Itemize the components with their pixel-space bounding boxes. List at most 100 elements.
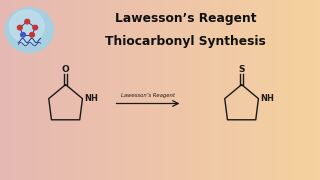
Bar bbox=[264, 0, 267, 180]
Bar bbox=[43, 0, 45, 180]
Bar bbox=[147, 0, 149, 180]
Bar bbox=[299, 0, 301, 180]
Bar bbox=[59, 0, 61, 180]
Bar bbox=[115, 0, 117, 180]
Bar bbox=[107, 0, 109, 180]
Bar bbox=[75, 0, 77, 180]
Bar bbox=[197, 0, 200, 180]
Bar bbox=[101, 0, 104, 180]
Bar bbox=[275, 0, 277, 180]
Bar bbox=[293, 0, 296, 180]
Bar bbox=[227, 0, 229, 180]
Text: S: S bbox=[238, 66, 245, 75]
Bar bbox=[179, 0, 181, 180]
Bar bbox=[256, 0, 259, 180]
Circle shape bbox=[5, 8, 53, 53]
Bar bbox=[32, 0, 35, 180]
Bar bbox=[88, 0, 91, 180]
Bar bbox=[165, 0, 168, 180]
Bar bbox=[104, 0, 107, 180]
Bar bbox=[112, 0, 115, 180]
Bar bbox=[19, 0, 21, 180]
Circle shape bbox=[18, 25, 22, 30]
Bar bbox=[64, 0, 67, 180]
Bar bbox=[45, 0, 48, 180]
Bar bbox=[200, 0, 203, 180]
Bar bbox=[77, 0, 80, 180]
Bar bbox=[40, 0, 43, 180]
Circle shape bbox=[10, 10, 44, 43]
Bar bbox=[83, 0, 85, 180]
Bar bbox=[56, 0, 59, 180]
Bar bbox=[229, 0, 232, 180]
Text: Thiocarbonyl Synthesis: Thiocarbonyl Synthesis bbox=[105, 35, 266, 48]
Bar bbox=[213, 0, 216, 180]
Circle shape bbox=[20, 33, 26, 37]
Bar bbox=[173, 0, 176, 180]
Bar bbox=[91, 0, 93, 180]
Bar bbox=[219, 0, 221, 180]
Bar bbox=[117, 0, 120, 180]
Bar bbox=[211, 0, 213, 180]
Bar bbox=[277, 0, 280, 180]
Bar bbox=[152, 0, 155, 180]
Bar bbox=[144, 0, 147, 180]
Bar bbox=[37, 0, 40, 180]
Bar bbox=[296, 0, 299, 180]
Bar bbox=[171, 0, 173, 180]
Bar bbox=[285, 0, 288, 180]
Circle shape bbox=[33, 25, 38, 30]
Bar bbox=[283, 0, 285, 180]
Bar bbox=[157, 0, 160, 180]
Bar bbox=[136, 0, 139, 180]
Bar bbox=[312, 0, 315, 180]
Bar bbox=[8, 0, 11, 180]
Bar bbox=[109, 0, 112, 180]
Bar bbox=[11, 0, 13, 180]
Bar bbox=[192, 0, 195, 180]
Bar bbox=[48, 0, 51, 180]
Bar bbox=[243, 0, 245, 180]
Bar bbox=[24, 0, 27, 180]
Bar bbox=[224, 0, 227, 180]
Bar bbox=[301, 0, 304, 180]
Bar bbox=[208, 0, 211, 180]
Bar bbox=[29, 0, 32, 180]
Bar bbox=[27, 0, 29, 180]
Bar bbox=[272, 0, 275, 180]
Bar bbox=[141, 0, 144, 180]
Bar bbox=[21, 0, 24, 180]
Bar bbox=[221, 0, 224, 180]
Bar bbox=[267, 0, 269, 180]
Bar bbox=[16, 0, 19, 180]
Bar bbox=[128, 0, 131, 180]
Bar bbox=[13, 0, 16, 180]
Bar bbox=[176, 0, 179, 180]
Bar bbox=[304, 0, 307, 180]
Bar bbox=[237, 0, 240, 180]
Bar bbox=[317, 0, 320, 180]
Bar bbox=[155, 0, 157, 180]
Bar bbox=[125, 0, 128, 180]
Bar bbox=[259, 0, 261, 180]
Bar bbox=[85, 0, 88, 180]
Bar bbox=[96, 0, 99, 180]
Bar bbox=[203, 0, 205, 180]
Bar bbox=[163, 0, 165, 180]
Bar bbox=[72, 0, 75, 180]
Bar bbox=[315, 0, 317, 180]
Bar bbox=[309, 0, 312, 180]
Bar bbox=[291, 0, 293, 180]
Bar bbox=[205, 0, 208, 180]
Bar bbox=[232, 0, 235, 180]
Bar bbox=[0, 0, 3, 180]
Bar bbox=[133, 0, 136, 180]
Text: Lawesson’s Reagent: Lawesson’s Reagent bbox=[121, 93, 175, 98]
Bar bbox=[35, 0, 37, 180]
Bar bbox=[288, 0, 291, 180]
Text: NH: NH bbox=[260, 94, 274, 103]
Bar bbox=[235, 0, 237, 180]
Bar bbox=[99, 0, 101, 180]
Bar bbox=[120, 0, 123, 180]
Bar bbox=[187, 0, 189, 180]
